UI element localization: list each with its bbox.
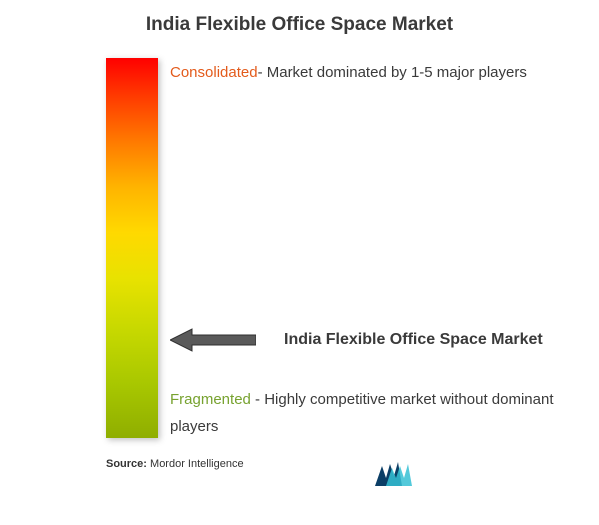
source-value: Mordor Intelligence [147,458,244,470]
fragmented-description: Fragmented - Highly competitive market w… [170,386,570,440]
consolidated-lead: Consolidated [170,64,258,81]
arrow-left-icon [170,327,256,353]
fragmented-lead: Fragmented [170,391,251,408]
concentration-gradient-bar [106,58,158,438]
consolidated-rest: - Market dominated by 1-5 major players [258,64,527,81]
source-attribution: Source: Mordor Intelligence [106,458,244,470]
market-pointer: India Flexible Office Space Market [170,327,580,353]
source-label: Source: [106,458,147,470]
mordor-logo-icon [372,460,414,488]
pointer-label: India Flexible Office Space Market [284,331,543,349]
consolidated-description: Consolidated- Market dominated by 1-5 ma… [170,60,550,86]
page-title: India Flexible Office Space Market [0,14,599,36]
